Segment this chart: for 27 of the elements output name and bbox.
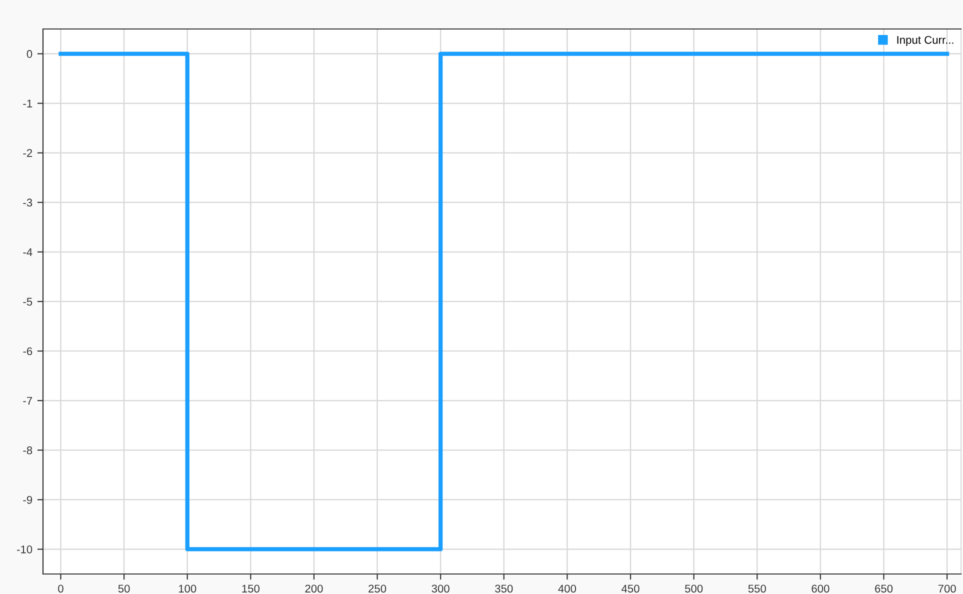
x-tick-label: 500 [685, 584, 703, 593]
y-tick-label: -4 [23, 248, 32, 256]
x-tick-label: 100 [178, 584, 196, 593]
y-tick-label: -2 [23, 149, 32, 157]
x-tick-label: 700 [938, 584, 956, 593]
x-tick-label: 550 [748, 584, 766, 593]
y-tick-label: -10 [17, 545, 32, 554]
y-tick-label: 0 [26, 50, 32, 58]
y-tick-label: -1 [23, 100, 32, 108]
x-tick-label: 50 [118, 584, 130, 593]
x-tick-label: 200 [305, 584, 323, 593]
x-tick-label: 600 [812, 584, 830, 593]
x-tick-label: 300 [432, 584, 450, 593]
x-tick-label: 400 [558, 584, 576, 593]
y-tick-label: -9 [23, 496, 32, 504]
x-tick-label: 450 [622, 584, 640, 593]
x-tick-label: 150 [242, 584, 260, 593]
y-tick-label: -3 [23, 198, 32, 207]
y-tick-label: -6 [23, 347, 32, 356]
legend-label: Input Curr... [897, 36, 954, 46]
x-tick-label: 0 [58, 584, 64, 593]
y-tick-label: -5 [23, 298, 32, 306]
x-tick-label: 650 [875, 584, 893, 593]
x-tick-label: 350 [495, 584, 513, 593]
y-tick-label: -7 [23, 396, 32, 405]
y-tick-label: -8 [23, 446, 32, 454]
x-tick-label: 250 [368, 584, 386, 593]
